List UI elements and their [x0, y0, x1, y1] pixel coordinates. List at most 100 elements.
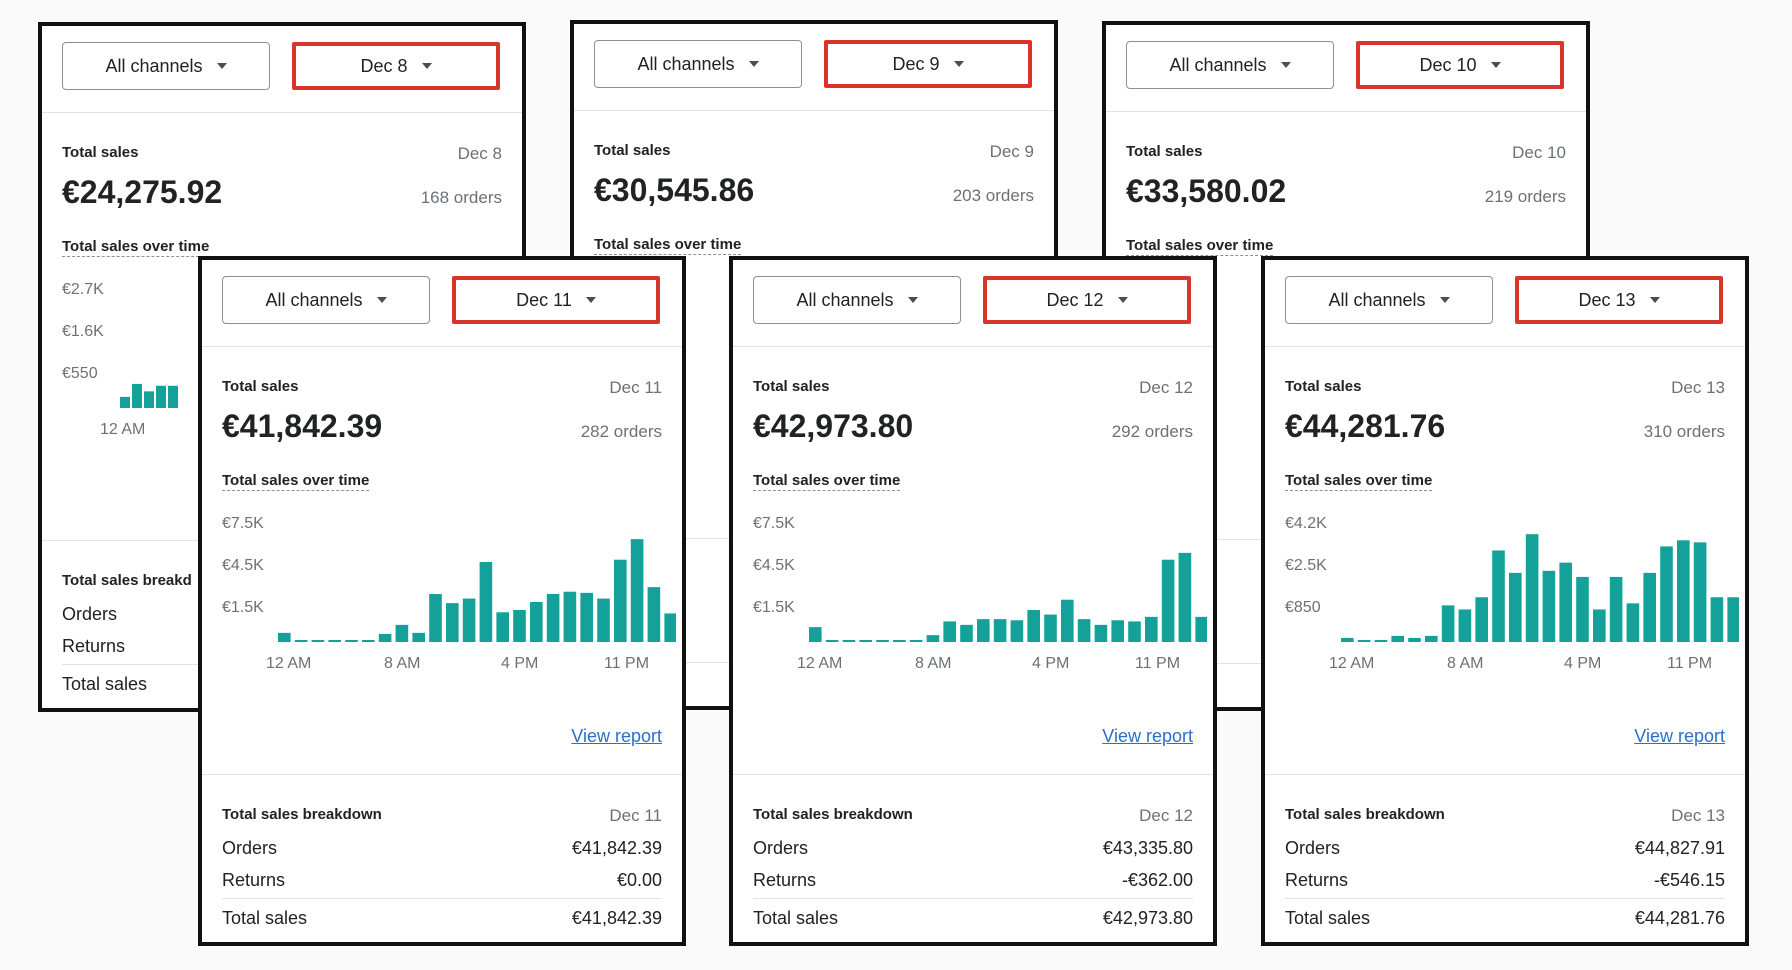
sales-bar: [462, 598, 476, 642]
sales-card-dec-13: All channels Dec 13 Total sales Dec 13 €…: [1261, 256, 1749, 946]
date-selector-label: Dec 11: [516, 289, 572, 310]
breakdown-row-orders: Orders €41,842.39: [222, 838, 662, 859]
x-tick-label: 12 AM: [266, 655, 311, 672]
breakdown-row-value: €42,973.80: [1102, 908, 1193, 928]
chart-title[interactable]: Total sales over time: [222, 472, 370, 491]
y-tick-label: €1.5K: [222, 599, 264, 616]
sales-bar: [1010, 620, 1024, 642]
sales-bar: [132, 383, 142, 408]
chart-title[interactable]: Total sales over time: [62, 238, 210, 257]
total-sales-label: Total sales: [753, 378, 830, 395]
channel-selector-button[interactable]: All channels: [753, 276, 961, 324]
breakdown-row-total: Total sales €44,281.76: [1285, 908, 1725, 929]
sales-bar: [1542, 570, 1556, 642]
total-sales-label: Total sales: [222, 378, 299, 395]
sales-bar: [1458, 609, 1472, 642]
y-tick-label: €2.7K: [62, 281, 104, 298]
x-tick-label: 4 PM: [501, 655, 538, 672]
caret-down-icon: [1439, 297, 1450, 303]
x-tick-label: 8 AM: [915, 655, 951, 672]
breakdown-row-orders: Orders €43,335.80: [753, 838, 1193, 859]
sales-bar: [909, 640, 923, 642]
sales-bar: [311, 640, 325, 642]
breakdown-row-label: Returns: [753, 870, 817, 890]
orders-count: 203 orders: [952, 186, 1034, 205]
date-selector-label: Dec 9: [892, 53, 940, 74]
summary-date: Dec 11: [609, 378, 662, 397]
chart-title[interactable]: Total sales over time: [1285, 472, 1433, 491]
y-tick-label: €2.5K: [1285, 557, 1327, 574]
caret-down-icon: [1649, 297, 1660, 303]
summary-date: Dec 8: [457, 144, 502, 163]
breakdown-row-total: Total sales: [62, 674, 502, 695]
channel-selector-button[interactable]: All channels: [62, 42, 270, 90]
sales-bar: [630, 539, 644, 642]
total-sales-amount: €33,580.02: [1126, 173, 1287, 209]
breakdown-row-returns: Returns: [62, 636, 502, 657]
breakdown-row-label: Returns: [1285, 870, 1349, 890]
sales-bar: [345, 640, 358, 642]
sales-bar: [278, 632, 291, 642]
x-tick-label: 8 AM: [384, 655, 420, 672]
divider: [202, 774, 682, 775]
chart-title[interactable]: Total sales over time: [1126, 237, 1274, 256]
view-report-link[interactable]: View report: [571, 726, 662, 746]
sales-bar: [647, 587, 661, 642]
sales-bar: [1626, 603, 1640, 642]
date-selector-label: Dec 10: [1419, 54, 1477, 75]
breakdown-row-total: Total sales €42,973.80: [753, 908, 1193, 929]
total-sales-amount: €41,842.39: [222, 408, 383, 444]
channel-selector-button[interactable]: All channels: [222, 276, 430, 324]
sales-bar: [563, 591, 577, 642]
y-tick-label: €850: [1285, 599, 1321, 616]
chart-title[interactable]: Total sales over time: [594, 236, 742, 255]
caret-down-icon: [748, 61, 759, 67]
breakdown-row-returns: Returns €0.00: [222, 870, 662, 891]
sales-bar: [446, 603, 459, 642]
caret-down-icon: [907, 297, 918, 303]
breakdown-row-value: €44,281.76: [1634, 908, 1725, 928]
date-selector-button[interactable]: Dec 12: [983, 276, 1191, 324]
channel-label: All channels: [105, 55, 203, 76]
card-header: All channels Dec 12: [733, 260, 1213, 347]
date-selector-button[interactable]: Dec 10: [1356, 41, 1564, 89]
breakdown-title: Total sales breakdown: [1285, 806, 1445, 823]
channel-selector-button[interactable]: All channels: [594, 40, 802, 88]
caret-down-icon: [953, 61, 964, 67]
sales-bar: [1525, 534, 1539, 642]
channel-label: All channels: [265, 289, 363, 310]
breakdown-row-label: Orders: [1285, 838, 1341, 858]
summary-date: Dec 9: [989, 142, 1034, 161]
chart-title[interactable]: Total sales over time: [753, 472, 901, 491]
card-header: All channels Dec 13: [1265, 260, 1745, 347]
x-tick-label: 4 PM: [1564, 655, 1601, 672]
date-selector-button[interactable]: Dec 8: [292, 42, 500, 90]
view-report-link[interactable]: View report: [1634, 726, 1725, 746]
breakdown-row-value: -€546.15: [1653, 870, 1725, 890]
sales-bar: [156, 385, 166, 408]
divider: [1285, 898, 1725, 899]
sales-bar: [1077, 619, 1091, 642]
sales-bar: [842, 640, 856, 642]
channel-selector-button[interactable]: All channels: [1126, 41, 1334, 89]
sales-bar: [546, 594, 560, 642]
date-selector-button[interactable]: Dec 11: [452, 276, 660, 324]
sales-bar: [294, 640, 308, 642]
x-tick-label: 8 AM: [1447, 655, 1483, 672]
breakdown-date: Dec 13: [1671, 806, 1725, 825]
view-report-link[interactable]: View report: [1102, 726, 1193, 746]
channel-label: All channels: [796, 289, 894, 310]
sales-bar: [977, 619, 990, 642]
sales-bar: [876, 640, 889, 642]
y-tick-label: €7.5K: [753, 515, 795, 532]
sales-bar: [1178, 552, 1192, 642]
sales-bar: [1374, 639, 1388, 642]
card-header: All channels Dec 8: [42, 26, 522, 113]
sales-bar: [1475, 597, 1488, 642]
sales-card-dec-12: All channels Dec 12 Total sales Dec 12 €…: [729, 256, 1217, 946]
date-selector-button[interactable]: Dec 13: [1515, 276, 1723, 324]
date-selector-button[interactable]: Dec 9: [824, 40, 1032, 88]
sales-bar: [1027, 610, 1040, 642]
channel-selector-button[interactable]: All channels: [1285, 276, 1493, 324]
sales-over-time-chart: €4.2K €2.5K €850 12 AM 8 AM 4 PM 11 PM: [1285, 515, 1739, 672]
